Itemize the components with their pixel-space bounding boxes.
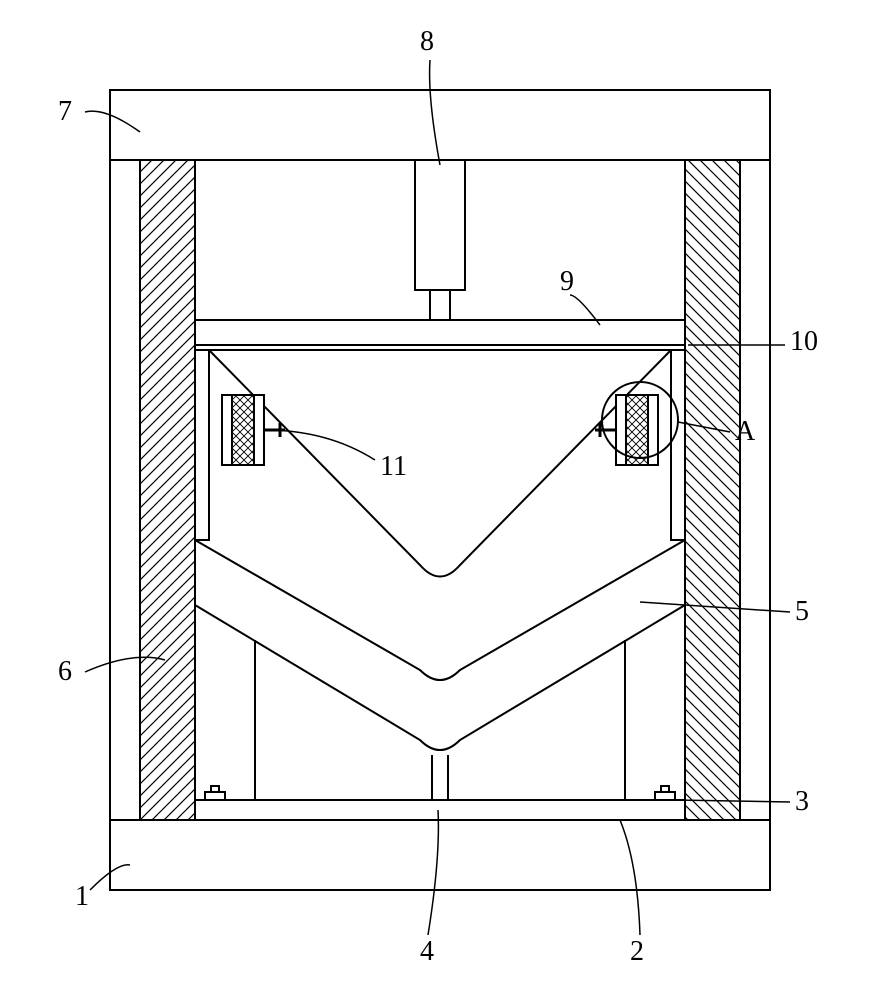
v-bottom [195, 605, 685, 750]
label-A: A [735, 416, 756, 447]
bolt-right [655, 786, 675, 800]
technical-diagram: 7 8 9 10 A 11 5 6 3 1 4 2 [0, 0, 880, 1000]
right-wall [685, 160, 740, 820]
leader-4 [428, 810, 438, 935]
inner-base [195, 800, 685, 820]
label-1: 1 [75, 881, 89, 912]
label-5: 5 [795, 596, 809, 627]
leader-8 [430, 60, 440, 165]
label-2: 2 [630, 936, 644, 967]
leader-7 [85, 111, 140, 132]
label-10: 10 [790, 326, 818, 357]
side-guide-left [195, 350, 209, 540]
label-11: 11 [380, 451, 407, 482]
piston-outer [415, 160, 465, 290]
left-wall [140, 160, 195, 820]
bottom-plate [110, 820, 770, 890]
v-top [209, 350, 671, 577]
leader-2 [620, 820, 640, 935]
top-plate [110, 90, 770, 160]
side-guide-right [671, 350, 685, 540]
label-7: 7 [58, 96, 72, 127]
label-6: 6 [58, 656, 72, 687]
bolt-left [205, 786, 225, 800]
label-3: 3 [795, 786, 809, 817]
label-4: 4 [420, 936, 434, 967]
piston-rod [430, 290, 450, 320]
label-9: 9 [560, 266, 574, 297]
v-mid [195, 540, 685, 680]
label-8: 8 [420, 26, 434, 57]
